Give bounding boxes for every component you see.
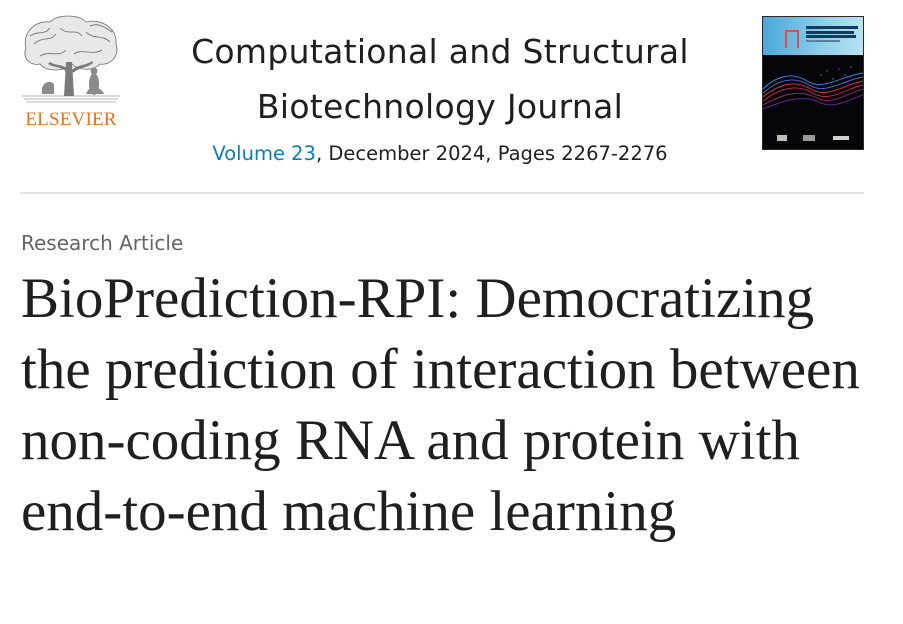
journal-header: ELSEVIER Computational and Structural Bi… [0, 0, 903, 195]
journal-title-line2: Biotechnology Journal [256, 87, 624, 126]
elsevier-tree-icon [22, 15, 120, 103]
publisher-name: ELSEVIER [25, 109, 117, 130]
cover-title-graphic [806, 26, 862, 42]
journal-title-link[interactable]: Computational and Structural Biotechnolo… [140, 24, 740, 134]
cover-emblem-icon [785, 30, 799, 48]
journal-title-line1: Computational and Structural [191, 32, 689, 71]
header-divider [20, 192, 864, 194]
volume-link[interactable]: Volume 23 [212, 142, 316, 165]
publisher-logo[interactable]: ELSEVIER [20, 14, 122, 130]
journal-citation: Volume 23, December 2024, Pages 2267-227… [140, 142, 740, 165]
journal-info: Computational and Structural Biotechnolo… [140, 24, 740, 165]
issue-info: , December 2024, Pages 2267-2276 [315, 142, 668, 165]
cover-footer-logos [777, 135, 849, 141]
journal-cover-image[interactable] [762, 16, 864, 150]
cover-art-waves [763, 66, 863, 110]
article-type-label: Research Article [21, 231, 184, 255]
article-title: BioPrediction-RPI: Democratizing the pre… [21, 267, 860, 543]
